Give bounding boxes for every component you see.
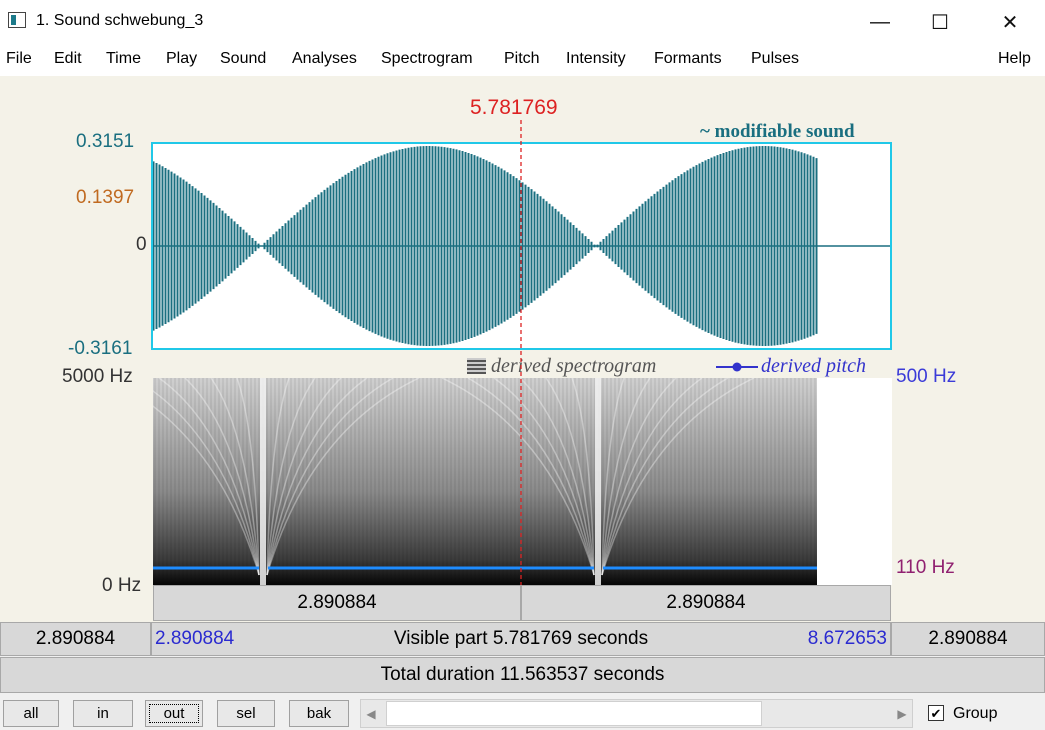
selection-right-part[interactable]: 2.890884 <box>521 585 891 621</box>
zoom-selection-button[interactable]: sel <box>217 700 275 727</box>
zoom-in-button[interactable]: in <box>73 700 133 727</box>
spectrogram-legend-icon <box>467 358 486 374</box>
zoom-back-button[interactable]: bak <box>289 700 349 727</box>
close-icon: ✕ <box>1001 11 1019 34</box>
scroll-left-icon[interactable]: ◀ <box>366 707 376 721</box>
scroll-right-icon[interactable]: ▶ <box>897 707 907 721</box>
checkmark-icon: ✔ <box>930 705 942 721</box>
freq-bottom-label: 0 Hz <box>102 575 142 596</box>
wave-ymin-label: -0.3161 <box>68 338 133 359</box>
zoom-all-button[interactable]: all <box>3 700 59 727</box>
menu-pitch[interactable]: Pitch <box>504 50 540 67</box>
group-label: Group <box>953 705 998 722</box>
visible-part-bar[interactable]: 2.890884 Visible part 5.781769 seconds 8… <box>151 622 891 656</box>
menu-sound[interactable]: Sound <box>220 50 267 67</box>
menu-formants[interactable]: Formants <box>654 50 722 67</box>
selection-left-part[interactable]: 2.890884 <box>153 585 521 621</box>
maximize-button[interactable]: ☐ <box>910 0 970 44</box>
visible-end-value: 8.672653 <box>807 628 887 649</box>
menu-edit[interactable]: Edit <box>54 50 82 67</box>
right-outer-value: 2.890884 <box>928 628 1008 649</box>
menu-time[interactable]: Time <box>106 50 141 67</box>
menu-bar <box>0 44 1045 76</box>
pitch-legend-label: derived pitch <box>761 355 866 377</box>
window-left-outer-part[interactable]: 2.890884 <box>0 622 151 656</box>
app-icon <box>8 12 26 28</box>
visible-start-value: 2.890884 <box>155 628 235 649</box>
wave-ymax-label: 0.3151 <box>76 131 135 152</box>
visible-part-label: Visible part 5.781769 seconds <box>393 628 649 649</box>
menu-play[interactable]: Play <box>166 50 198 67</box>
window-title: 1. Sound schwebung_3 <box>36 12 204 29</box>
left-outer-value: 2.890884 <box>35 628 116 649</box>
selection-right-value: 2.890884 <box>666 592 746 613</box>
group-checkbox[interactable]: ✔ <box>928 705 944 721</box>
scrollbar-thumb[interactable] <box>386 701 762 726</box>
waveform-label: ~ modifiable sound <box>700 121 855 142</box>
total-duration-bar[interactable]: Total duration 11.563537 seconds <box>0 657 1045 693</box>
total-duration-label: Total duration 11.563537 seconds <box>380 664 665 685</box>
spectrogram-legend-label: derived spectrogram <box>491 355 657 377</box>
menu-intensity[interactable]: Intensity <box>566 50 626 67</box>
zoom-out-button[interactable]: out <box>145 700 203 727</box>
menu-help[interactable]: Help <box>998 50 1031 67</box>
spectrogram-graphic <box>153 378 817 585</box>
pitch-bottom-label: 110 Hz <box>896 557 955 578</box>
cursor-time-label: 5.781769 <box>470 96 558 119</box>
spectrogram-empty-area <box>817 378 892 585</box>
cursor-line <box>520 120 522 590</box>
freq-top-label: 5000 Hz <box>62 366 133 387</box>
title-bar <box>0 0 1045 44</box>
menu-file[interactable]: File <box>6 50 32 67</box>
close-button[interactable]: ✕ <box>980 0 1040 44</box>
maximize-icon: ☐ <box>931 11 949 34</box>
window-right-outer-part[interactable]: 2.890884 <box>891 622 1045 656</box>
wave-zero-label: 0 <box>136 234 147 255</box>
menu-pulses[interactable]: Pulses <box>751 50 800 67</box>
pitch-legend-icon <box>716 362 758 372</box>
wave-ymid-label: 0.1397 <box>76 187 135 208</box>
menu-analyses[interactable]: Analyses <box>292 50 357 67</box>
minimize-icon: — <box>870 10 890 33</box>
menu-spectrogram[interactable]: Spectrogram <box>381 50 473 67</box>
minimize-button[interactable]: — <box>850 0 910 44</box>
pitch-top-label: 500 Hz <box>896 366 957 387</box>
selection-left-value: 2.890884 <box>297 592 377 613</box>
